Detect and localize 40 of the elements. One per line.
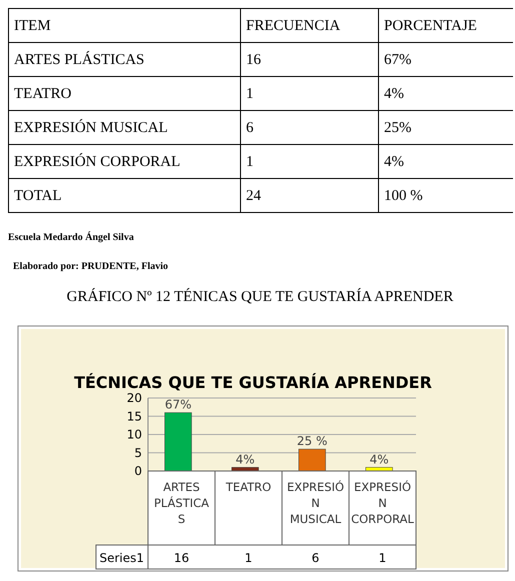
text: 24 <box>246 188 262 204</box>
data-label: 6 <box>312 551 320 565</box>
text: 67% <box>384 52 412 68</box>
text: ARTES PLÁSTICAS <box>14 51 144 68</box>
chart-title: TÉCNICAS QUE TE GUSTARÍA APRENDER <box>74 373 432 392</box>
x-tick-label: ARTES PLÁSTICAS <box>154 480 210 526</box>
text: 6 <box>246 120 254 136</box>
data-label: 16 <box>174 551 190 565</box>
text: 25% <box>384 120 412 136</box>
annotation: 25 % <box>296 434 328 448</box>
data-label: 1 <box>244 551 252 565</box>
text: TEATRO <box>14 86 72 102</box>
text: Series1 <box>99 551 144 565</box>
text: 100 % <box>384 188 423 204</box>
annotation: 4% <box>236 452 255 466</box>
y-tick-label: 15 <box>126 409 142 424</box>
text: 16 <box>246 52 262 68</box>
text: EXPRESIÓN CORPORAL <box>14 153 180 170</box>
x-tick-label: EXPRESIÓN MUSICAL <box>286 480 344 526</box>
x-tick-label: EXPRESIÓN CORPORAL <box>351 480 415 526</box>
y-tick-label: 5 <box>134 446 142 460</box>
text: TOTAL <box>14 188 62 204</box>
data-label: 1 <box>378 551 386 565</box>
text: Elaborado por: PRUDENTE, Flavio <box>13 261 168 272</box>
text: EXPRESIÓN MUSICAL <box>14 119 168 136</box>
chart-subtitle: GRÁFICO Nº 12 TÉNICAS QUE TE GUSTARÍA APRENDER <box>66 288 454 305</box>
text: Escuela Medardo Ángel Silva <box>8 231 134 243</box>
y-tick-label: 20 <box>126 391 142 405</box>
text: 1 <box>246 154 254 170</box>
text: FRECUENCIA <box>246 18 340 34</box>
text: 1 <box>246 86 254 102</box>
text: 4% <box>384 154 404 170</box>
y-tick-label: 10 <box>126 428 142 442</box>
annotation: 4% <box>370 452 389 466</box>
annotation: 67% <box>164 398 192 412</box>
text: ITEM <box>14 18 51 34</box>
text: PORCENTAJE <box>384 18 477 34</box>
x-tick-label: TEATRO <box>224 480 272 494</box>
text: 4% <box>384 86 404 102</box>
y-tick-label: 0 <box>134 464 142 478</box>
